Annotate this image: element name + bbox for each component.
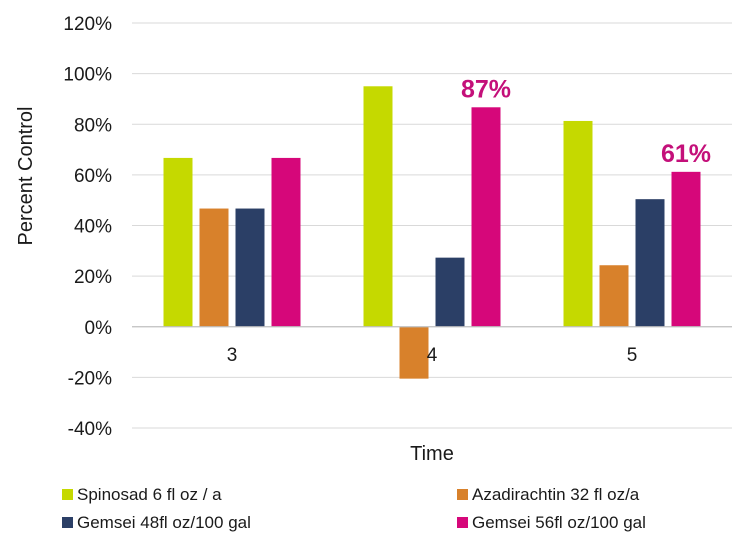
bar [671,171,701,327]
bar [163,157,193,327]
y-axis-ticks: -40% -20% 0% 20% 40% 60% 80% 100% 120% [63,14,112,440]
y-tick-label: 0% [85,318,113,339]
legend-swatch [62,517,73,528]
y-tick-label: -40% [68,419,112,440]
bar [471,107,501,327]
bar [563,120,593,327]
legend-label: Gemsei 56fl oz/100 gal [472,513,646,532]
legend-swatch [457,517,468,528]
data-callouts: 87% 61% [461,75,711,168]
bar [199,208,229,327]
legend-label: Azadirachtin 32 fl oz/a [472,485,640,504]
legend: Spinosad 6 fl oz / a Azadirachtin 32 fl o… [62,485,646,532]
x-axis-title: Time [410,443,454,465]
legend-swatch [62,489,73,500]
legend-label: Spinosad 6 fl oz / a [77,485,222,504]
y-axis-title: Percent Control [15,107,37,246]
bar [363,86,393,327]
legend-swatch [457,489,468,500]
y-tick-label: -20% [68,368,112,389]
y-tick-label: 20% [74,267,112,288]
bar [635,199,665,327]
y-tick-label: 40% [74,217,112,238]
y-tick-label: 60% [74,166,112,187]
bar [435,257,465,327]
bar [235,208,265,327]
bar [399,326,429,379]
y-tick-label: 80% [74,115,112,136]
bar [271,157,301,327]
x-tick-label: 3 [227,345,238,366]
gridlines [132,22,732,429]
x-tick-label: 5 [627,345,638,366]
x-axis-ticks: 3 4 5 [227,345,638,366]
data-callout: 87% [461,75,511,103]
x-tick-label: 4 [427,345,438,366]
y-tick-label: 100% [63,65,112,86]
data-callout: 61% [661,140,711,168]
bar [599,265,629,327]
bars [163,86,701,379]
y-tick-label: 120% [63,14,112,35]
legend-label: Gemsei 48fl oz/100 gal [77,513,251,532]
